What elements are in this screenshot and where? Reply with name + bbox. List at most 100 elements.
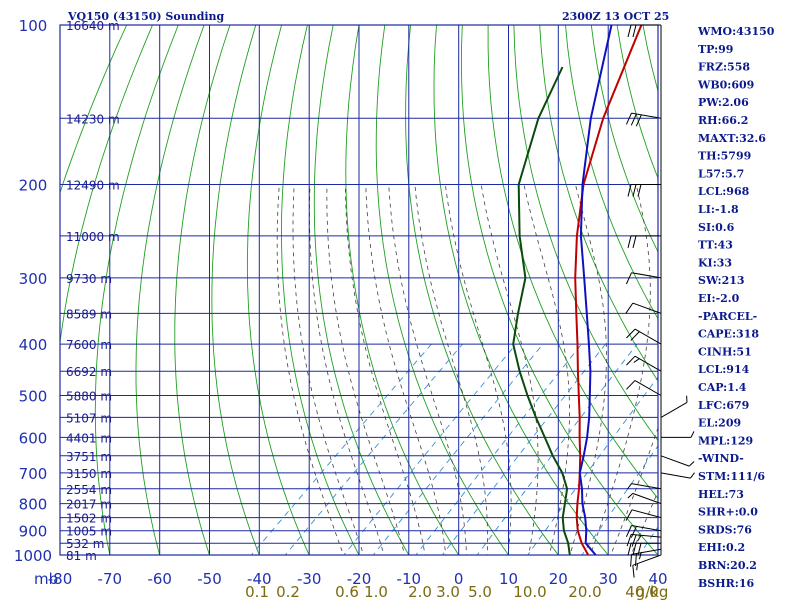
moist-adiabats xyxy=(276,184,658,555)
height-label: 16640 m xyxy=(66,19,120,33)
mixing-ratio-line xyxy=(441,343,606,555)
temperature-tick-label: -80 xyxy=(48,570,73,588)
moist-adiabat-line xyxy=(569,184,607,555)
index-label: KI:33 xyxy=(698,256,732,269)
index-label: BSHR:16 xyxy=(698,577,754,590)
height-label: 3150 m xyxy=(66,467,112,481)
wind-barb xyxy=(627,542,661,556)
moist-adiabat-line xyxy=(480,184,539,555)
wind-barb xyxy=(625,525,662,538)
height-label: 81 m xyxy=(66,549,97,563)
index-label: PW:2.06 xyxy=(698,96,749,109)
x-axis-label: mb xyxy=(34,570,58,588)
index-label: FRZ:558 xyxy=(698,61,750,74)
moist-adiabat-line xyxy=(292,184,365,555)
temperature-tick-label: 20 xyxy=(549,570,568,588)
index-label: SI:0.6 xyxy=(698,221,735,234)
temperature-tick-label: -70 xyxy=(98,570,123,588)
wind-barb xyxy=(625,272,662,285)
mixing-ratio-label: 40.0 xyxy=(625,583,658,600)
sounding-series xyxy=(512,25,643,555)
mixing-ratio-labels: 0.1 0.2 0.6 1.0 2.0 3.0 5.0 10.0 20.0 40.0g/kg xyxy=(245,583,668,600)
index-label: -PARCEL- xyxy=(698,310,757,323)
parcel-line xyxy=(578,25,613,555)
height-label: 1005 m xyxy=(66,525,112,539)
wind-barb xyxy=(625,302,662,314)
index-label: SW:213 xyxy=(698,274,745,287)
height-label: 9730 m xyxy=(66,272,112,286)
height-label: 6692 m xyxy=(66,365,112,379)
mixing-ratio-label: 0.1 xyxy=(245,583,269,600)
temperature-tick-label: 30 xyxy=(599,570,618,588)
mixing-ratio-line xyxy=(284,343,463,555)
wind-barb xyxy=(626,355,662,372)
mixing-ratio-line xyxy=(476,343,638,555)
mixing-ratio-label: 10.0 xyxy=(513,583,546,600)
height-labels: 16640 m 14230 m 12490 m 11000 m 9730 m 8589 m… xyxy=(66,19,120,563)
height-label: 5107 m xyxy=(66,411,112,425)
mixing-ratio-line xyxy=(250,343,432,555)
wind-barb xyxy=(627,235,661,249)
moist-adiabat-line xyxy=(344,184,426,555)
mixing-ratio-unit: g/kg xyxy=(636,583,669,600)
index-label: -WIND- xyxy=(698,452,744,465)
index-label: EHI:0.2 xyxy=(698,541,745,554)
temperature-tick-label: -20 xyxy=(347,570,372,588)
index-label: TT:43 xyxy=(698,239,733,252)
index-label: STM:111/6 xyxy=(698,470,765,483)
height-label: 7600 m xyxy=(66,338,112,352)
height-label: 3751 m xyxy=(66,450,112,464)
mixing-ratio-label: 20.0 xyxy=(568,583,601,600)
height-label: 12490 m xyxy=(66,179,120,193)
temperature-tick-label: -10 xyxy=(397,570,422,588)
mixing-ratio-label: 1.0 xyxy=(364,583,388,600)
index-label: WMO:43150 xyxy=(697,25,775,38)
mixing-ratio-label: 2.0 xyxy=(408,583,432,600)
temperature-tick-label: -40 xyxy=(247,570,272,588)
wind-barb xyxy=(627,184,661,197)
mixing-ratio-lines xyxy=(250,343,658,555)
wind-barb xyxy=(627,483,662,490)
index-label: LI:-1.8 xyxy=(698,203,739,216)
height-label: 1502 m xyxy=(66,512,112,526)
index-label: TP:99 xyxy=(698,43,733,56)
temperature-tick-label: 10 xyxy=(499,570,518,588)
index-label: HEL:73 xyxy=(698,488,744,501)
wind-barb xyxy=(630,548,662,567)
wind-barb xyxy=(660,472,695,479)
wind-barb xyxy=(627,24,661,38)
index-label: WB0:609 xyxy=(697,78,754,91)
height-label: 14230 m xyxy=(66,112,120,126)
moist-adiabat-line xyxy=(309,184,385,555)
moist-adiabat-line xyxy=(388,184,467,555)
pressure-tick-label: 700 xyxy=(19,465,48,483)
mixing-ratio-label: 3.0 xyxy=(436,583,460,600)
index-label: EI:-2.0 xyxy=(698,292,740,305)
mixing-ratio-line xyxy=(415,343,582,555)
index-label: EL:209 xyxy=(698,417,741,430)
pressure-tick-label: 100 xyxy=(19,17,48,35)
mixing-ratio-label: 0.6 xyxy=(335,583,359,600)
pressure-tick-label: 800 xyxy=(19,496,48,514)
height-label: 11000 m xyxy=(66,230,120,244)
moist-adiabat-line xyxy=(326,184,405,555)
pressure-tick-labels: 100 200 300 400 500 600 700 800 900 1000 xyxy=(14,17,52,565)
height-label: 5880 m xyxy=(66,390,112,404)
index-label: MPL:129 xyxy=(698,434,753,447)
mixing-ratio-line xyxy=(581,445,658,555)
height-label: 8589 m xyxy=(66,307,112,321)
wind-barb xyxy=(632,554,662,578)
mixing-ratio-label: 0.2 xyxy=(276,583,300,600)
pressure-tick-label: 200 xyxy=(19,177,48,195)
temperature-line xyxy=(574,25,643,555)
wind-barb xyxy=(625,112,662,127)
index-label: SHR+:0.0 xyxy=(698,506,758,519)
wind-barb xyxy=(660,395,688,418)
mixing-ratio-label: 5.0 xyxy=(468,583,492,600)
pressure-tick-label: 600 xyxy=(19,429,48,447)
temperature-tick-labels: -80 -70 -60 -50 -40 -30 -20 -10 0 10 20 30 40 xyxy=(48,570,668,588)
moist-adiabat-line xyxy=(523,184,570,555)
pressure-tick-label: 500 xyxy=(19,388,48,406)
